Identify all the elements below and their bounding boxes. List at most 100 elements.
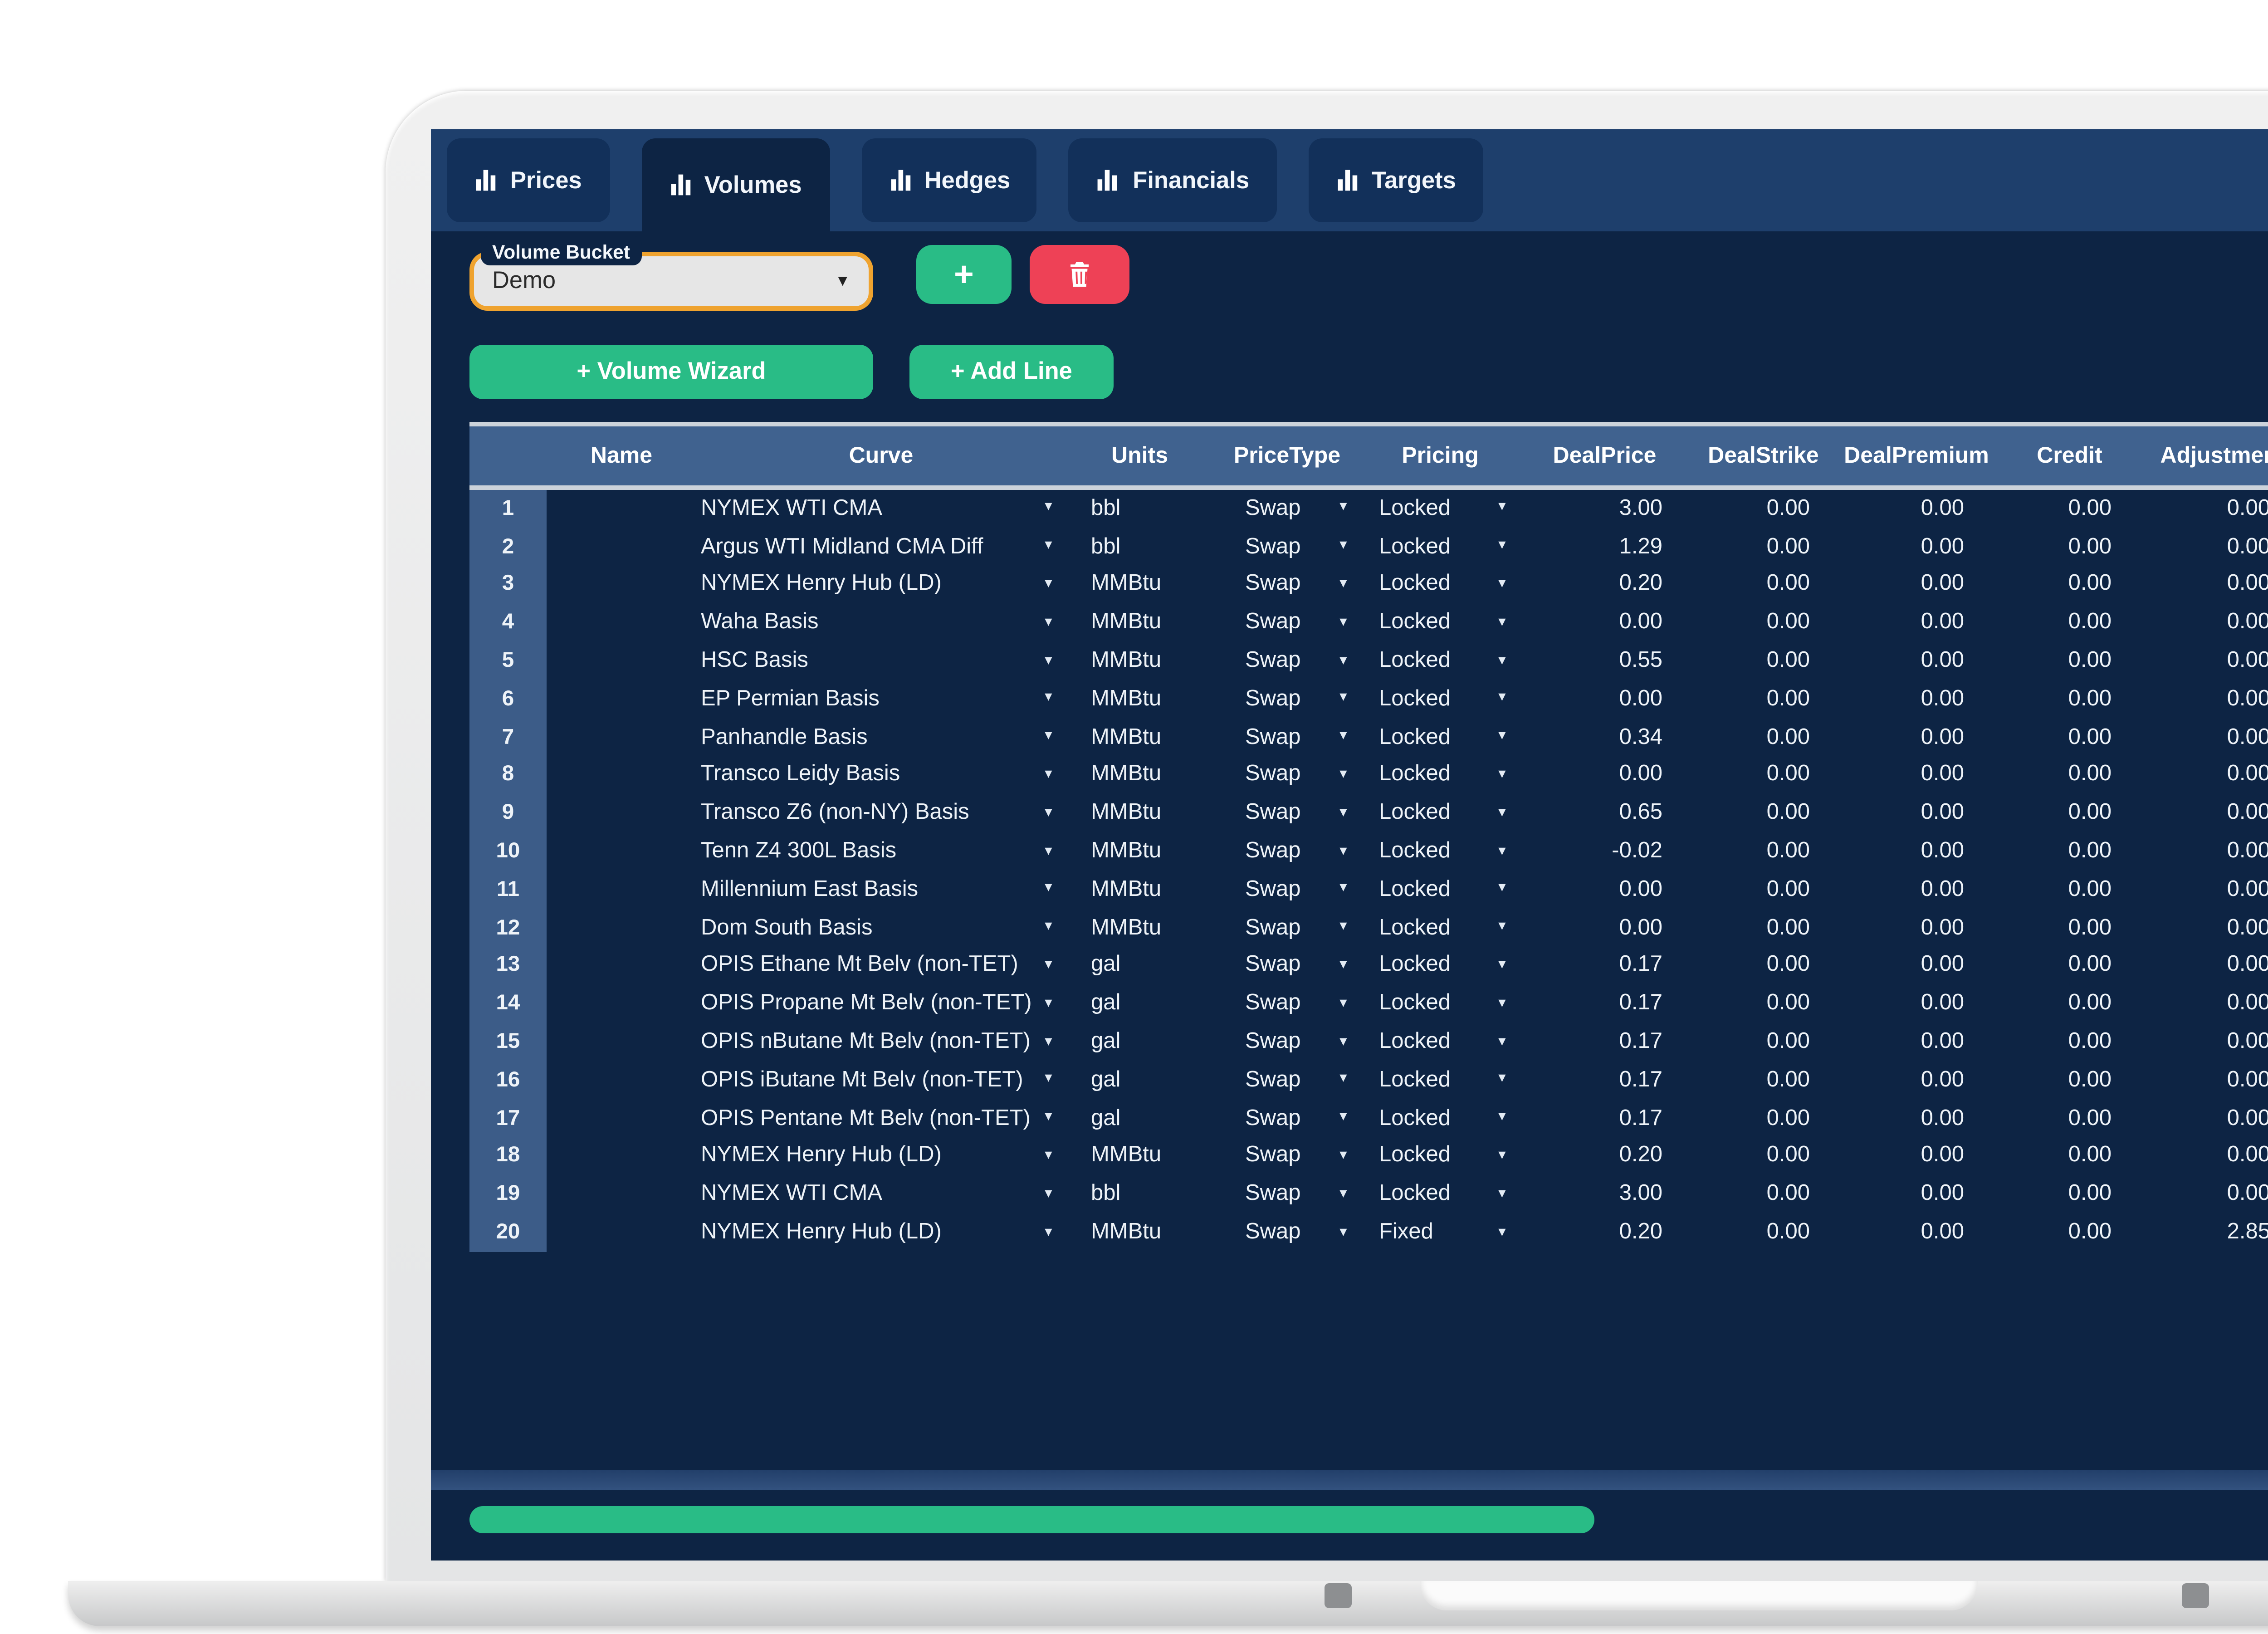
curve-select[interactable]: NYMEX WTI CMA ▼ <box>701 496 1055 522</box>
deal-strike-input[interactable]: 0.00 <box>1766 572 1810 598</box>
deal-premium-input[interactable]: 0.00 <box>1921 687 1964 712</box>
name-cell[interactable] <box>547 490 696 528</box>
pricing-select[interactable]: Locked ▼ <box>1379 496 1508 522</box>
credit-input[interactable]: 0.00 <box>2068 1106 2112 1131</box>
adjustment-input[interactable]: 2.85 <box>2227 1220 2268 1246</box>
price-type-select[interactable]: Swap ▼ <box>1245 801 1349 827</box>
deal-price-input[interactable]: 0.17 <box>1619 992 1662 1017</box>
name-cell[interactable] <box>547 566 696 604</box>
price-type-select[interactable]: Swap ▼ <box>1245 763 1349 788</box>
curve-select[interactable]: Transco Z6 (non-NY) Basis ▼ <box>701 801 1055 827</box>
name-cell[interactable] <box>547 680 696 719</box>
curve-select[interactable]: NYMEX Henry Hub (LD) ▼ <box>701 1144 1055 1169</box>
name-cell[interactable] <box>547 1023 696 1062</box>
deal-price-input[interactable]: 0.65 <box>1619 801 1662 827</box>
name-cell[interactable] <box>547 985 696 1023</box>
pricing-select[interactable]: Locked ▼ <box>1379 572 1508 598</box>
deal-strike-input[interactable]: 0.00 <box>1766 839 1810 865</box>
name-cell[interactable] <box>547 1100 696 1138</box>
deal-price-input[interactable]: 0.00 <box>1619 763 1662 788</box>
pricing-select[interactable]: Locked ▼ <box>1379 725 1508 750</box>
price-type-select[interactable]: Swap ▼ <box>1245 915 1349 941</box>
adjustment-input[interactable]: 0.00 <box>2227 877 2268 903</box>
credit-input[interactable]: 0.00 <box>2068 1182 2112 1208</box>
name-cell[interactable] <box>547 1138 696 1176</box>
pricing-select[interactable]: Locked ▼ <box>1379 801 1508 827</box>
tab-volumes[interactable]: Volumes <box>640 138 829 231</box>
adjustment-input[interactable]: 0.00 <box>2227 1144 2268 1169</box>
adjustment-input[interactable]: 0.00 <box>2227 1182 2268 1208</box>
adjustment-input[interactable]: 0.00 <box>2227 611 2268 636</box>
deal-price-input[interactable]: 1.29 <box>1619 534 1662 560</box>
deal-price-input[interactable]: 0.20 <box>1619 1144 1662 1169</box>
curve-select[interactable]: Dom South Basis ▼ <box>701 915 1055 941</box>
price-type-select[interactable]: Swap ▼ <box>1245 1106 1349 1131</box>
add-bucket-button[interactable]: + <box>916 245 1012 304</box>
price-type-select[interactable]: Swap ▼ <box>1245 649 1349 674</box>
adjustment-input[interactable]: 0.00 <box>2227 572 2268 598</box>
credit-input[interactable]: 0.00 <box>2068 496 2112 522</box>
price-type-select[interactable]: Swap ▼ <box>1245 1144 1349 1169</box>
volume-wizard-button[interactable]: + Volume Wizard <box>469 345 873 399</box>
horizontal-scrollbar-thumb[interactable] <box>469 1506 1594 1533</box>
adjustment-input[interactable]: 0.00 <box>2227 1030 2268 1055</box>
adjustment-input[interactable]: 0.00 <box>2227 801 2268 827</box>
price-type-select[interactable]: Swap ▼ <box>1245 496 1349 522</box>
adjustment-input[interactable]: 0.00 <box>2227 725 2268 750</box>
price-type-select[interactable]: Swap ▼ <box>1245 534 1349 560</box>
deal-premium-input[interactable]: 0.00 <box>1921 1030 1964 1055</box>
deal-premium-input[interactable]: 0.00 <box>1921 839 1964 865</box>
curve-select[interactable]: NYMEX WTI CMA ▼ <box>701 1182 1055 1208</box>
deal-premium-input[interactable]: 0.00 <box>1921 877 1964 903</box>
deal-price-input[interactable]: 0.17 <box>1619 1030 1662 1055</box>
deal-price-input[interactable]: 0.55 <box>1619 649 1662 674</box>
tab-hedges[interactable]: Hedges <box>860 138 1038 222</box>
name-cell[interactable] <box>547 528 696 566</box>
adjustment-input[interactable]: 0.00 <box>2227 687 2268 712</box>
deal-price-input[interactable]: 0.17 <box>1619 1068 1662 1093</box>
curve-select[interactable]: OPIS Propane Mt Belv (non-TET) ▼ <box>701 992 1055 1017</box>
curve-select[interactable]: NYMEX Henry Hub (LD) ▼ <box>701 1220 1055 1246</box>
credit-input[interactable]: 0.00 <box>2068 1030 2112 1055</box>
deal-price-input[interactable]: 0.20 <box>1619 572 1662 598</box>
price-type-select[interactable]: Swap ▼ <box>1245 954 1349 979</box>
deal-strike-input[interactable]: 0.00 <box>1766 1144 1810 1169</box>
pricing-select[interactable]: Locked ▼ <box>1379 534 1508 560</box>
deal-strike-input[interactable]: 0.00 <box>1766 534 1810 560</box>
curve-select[interactable]: HSC Basis ▼ <box>701 649 1055 674</box>
tab-targets[interactable]: Targets <box>1308 138 1483 222</box>
credit-input[interactable]: 0.00 <box>2068 992 2112 1017</box>
credit-input[interactable]: 0.00 <box>2068 1144 2112 1169</box>
credit-input[interactable]: 0.00 <box>2068 763 2112 788</box>
curve-select[interactable]: Panhandle Basis ▼ <box>701 725 1055 750</box>
credit-input[interactable]: 0.00 <box>2068 877 2112 903</box>
credit-input[interactable]: 0.00 <box>2068 611 2112 636</box>
name-cell[interactable] <box>547 1176 696 1214</box>
name-cell[interactable] <box>547 947 696 985</box>
credit-input[interactable]: 0.00 <box>2068 839 2112 865</box>
tab-prices[interactable]: Prices <box>447 138 609 222</box>
deal-strike-input[interactable]: 0.00 <box>1766 992 1810 1017</box>
name-cell[interactable] <box>547 757 696 795</box>
curve-select[interactable]: Transco Leidy Basis ▼ <box>701 763 1055 788</box>
curve-select[interactable]: OPIS iButane Mt Belv (non-TET) ▼ <box>701 1068 1055 1093</box>
deal-strike-input[interactable]: 0.00 <box>1766 649 1810 674</box>
credit-input[interactable]: 0.00 <box>2068 915 2112 941</box>
deal-strike-input[interactable]: 0.00 <box>1766 725 1810 750</box>
deal-premium-input[interactable]: 0.00 <box>1921 1182 1964 1208</box>
curve-select[interactable]: OPIS nButane Mt Belv (non-TET) ▼ <box>701 1030 1055 1055</box>
pricing-select[interactable]: Locked ▼ <box>1379 611 1508 636</box>
name-cell[interactable] <box>547 795 696 833</box>
deal-strike-input[interactable]: 0.00 <box>1766 763 1810 788</box>
deal-strike-input[interactable]: 0.00 <box>1766 687 1810 712</box>
adjustment-input[interactable]: 0.00 <box>2227 496 2268 522</box>
adjustment-input[interactable]: 0.00 <box>2227 839 2268 865</box>
price-type-select[interactable]: Swap ▼ <box>1245 877 1349 903</box>
deal-strike-input[interactable]: 0.00 <box>1766 1182 1810 1208</box>
curve-select[interactable]: OPIS Ethane Mt Belv (non-TET) ▼ <box>701 954 1055 979</box>
deal-premium-input[interactable]: 0.00 <box>1921 496 1964 522</box>
deal-strike-input[interactable]: 0.00 <box>1766 1106 1810 1131</box>
pricing-select[interactable]: Locked ▼ <box>1379 877 1508 903</box>
deal-strike-input[interactable]: 0.00 <box>1766 1030 1810 1055</box>
deal-premium-input[interactable]: 0.00 <box>1921 1068 1964 1093</box>
